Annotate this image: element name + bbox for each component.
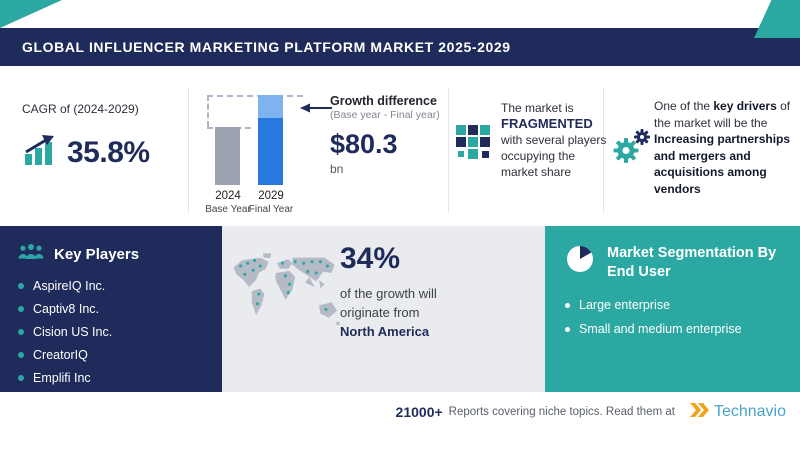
segment-name: Small and medium enterprise (579, 322, 742, 336)
segment-name: Large enterprise (579, 298, 671, 312)
technavio-arrows-icon (689, 401, 709, 424)
segmentation-list: Large enterprise Small and medium enterp… (565, 298, 780, 336)
segmentation-title-line-2: End User (607, 264, 671, 280)
cagr-value: 35.8% (67, 135, 150, 169)
key-driver-bold-2: Increasing partnerships and mergers and … (654, 132, 791, 196)
list-item: Small and medium enterprise (565, 322, 780, 336)
page-title: GLOBAL INFLUENCER MARKETING PLATFORM MAR… (22, 39, 511, 55)
footer: 21000+ Reports covering niche topics. Re… (0, 394, 800, 430)
key-players-title: Key Players (54, 246, 140, 263)
base-year: 2024 (215, 190, 241, 202)
divider (603, 88, 604, 212)
segmentation-title: Market Segmentation By End User (607, 244, 776, 282)
key-player-name: Emplifi Inc (33, 371, 91, 385)
base-year-label: 2024 Base Year (200, 190, 256, 215)
growth-origin-panel: 34% of the growth will originate from No… (222, 226, 545, 392)
technavio-wordmark: Technavio (713, 403, 786, 420)
final-year-label: 2029 Final Year (243, 190, 299, 215)
world-map (228, 252, 340, 355)
reports-count: 21000+ (395, 404, 443, 420)
growth-origin-region: North America (340, 324, 430, 339)
list-item: Captiv8 Inc. (18, 302, 204, 316)
bullet-icon (565, 326, 570, 332)
cagr-label: CAGR of (2024-2029) (22, 102, 139, 116)
cagr-block: CAGR of (2024-2029) 35.8% (22, 102, 174, 173)
divider (188, 88, 189, 212)
chart-dashed-guide (207, 95, 303, 97)
list-item: CreatorIQ (18, 348, 204, 362)
fragmented-highlight: FRAGMENTED (501, 116, 593, 131)
bullet-icon (18, 352, 24, 358)
bullet-icon (18, 375, 24, 381)
base-year-caption: Base Year (205, 204, 251, 215)
list-item: AspireIQ Inc. (18, 279, 204, 293)
divider (448, 88, 449, 212)
people-icon (18, 242, 44, 267)
title-bar-accent (754, 0, 800, 38)
growth-origin-block: 34% of the growth will originate from No… (340, 242, 535, 341)
segmentation-title-line-1: Market Segmentation By (607, 245, 777, 261)
key-player-name: Captiv8 Inc. (33, 302, 100, 316)
bullet-icon (565, 302, 570, 308)
key-player-name: CreatorIQ (33, 348, 88, 362)
growth-difference-unit: bn (330, 162, 344, 176)
growth-origin-value: 34% (340, 242, 401, 275)
key-player-name: Cision US Inc. (33, 325, 113, 339)
growth-chart-icon (22, 132, 58, 173)
bar-2024 (215, 127, 240, 185)
bar-2029 (258, 95, 283, 185)
final-year: 2029 (258, 190, 284, 202)
growth-origin-line-2: originate from (340, 305, 420, 320)
key-players-panel: Key Players AspireIQ Inc. Captiv8 Inc. C… (0, 226, 222, 392)
bar-2029-growth-cap (258, 95, 283, 118)
growth-difference-value: $80.3 (330, 129, 398, 159)
bullet-icon (18, 283, 24, 289)
key-driver-bold-1: key drivers (713, 99, 777, 113)
growth-difference-sublabel: (Base year - Final year) (330, 109, 440, 121)
list-item: Large enterprise (565, 298, 780, 312)
growth-origin-line-1: of the growth will (340, 286, 437, 301)
footer-text: Reports covering niche topics. Read them… (448, 406, 675, 418)
key-players-list: AspireIQ Inc. Captiv8 Inc. Cision US Inc… (18, 279, 204, 385)
corner-triangle-decoration (0, 0, 62, 28)
segmentation-panel: Market Segmentation By End User Large en… (545, 226, 800, 392)
left-arrow-icon (300, 101, 332, 119)
gears-icon (612, 128, 652, 169)
fragmented-pre: The market is (501, 101, 574, 115)
chart-dashed-guide (207, 95, 209, 127)
growth-difference-block: Growth difference (Base year - Final yea… (330, 94, 450, 176)
list-item: Emplifi Inc (18, 371, 204, 385)
fragmented-mosaic-icon (455, 124, 493, 167)
bullet-icon (18, 306, 24, 312)
fragmented-post: with several players occupying the marke… (501, 133, 607, 179)
technavio-logo[interactable]: Technavio (689, 401, 786, 424)
growth-difference-label: Growth difference (330, 94, 437, 108)
pie-chart-icon (565, 244, 595, 279)
title-bar: GLOBAL INFLUENCER MARKETING PLATFORM MAR… (0, 28, 800, 66)
key-driver-pre: One of the (654, 99, 714, 113)
list-item: Cision US Inc. (18, 325, 204, 339)
fragmented-statement: The market is FRAGMENTED with several pl… (501, 100, 607, 180)
key-driver-mid: of the market will be the (654, 99, 791, 130)
key-driver-statement: One of the key drivers of the market wil… (654, 98, 796, 197)
key-player-name: AspireIQ Inc. (33, 279, 106, 293)
final-year-caption: Final Year (248, 204, 294, 215)
bullet-icon (18, 329, 24, 335)
